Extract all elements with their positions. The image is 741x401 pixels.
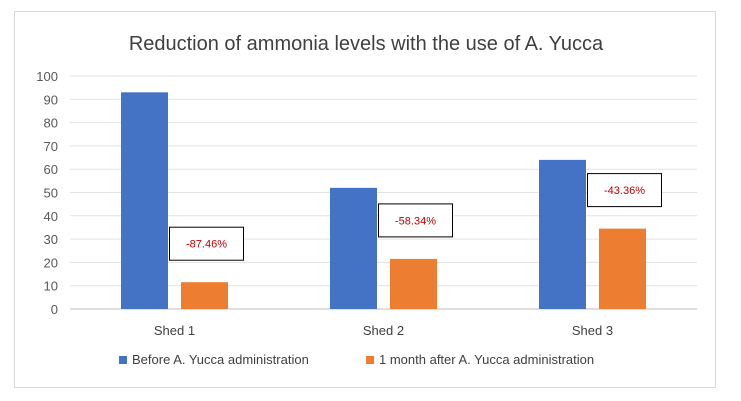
y-tick-label: 90 <box>44 92 58 107</box>
chart-svg: Reduction of ammonia levels with the use… <box>36 33 697 367</box>
category-label: Shed 3 <box>572 323 613 338</box>
bar-before <box>330 187 377 309</box>
callout-box <box>378 203 453 238</box>
legend-label-after: 1 month after A. Yucca administration <box>379 352 594 367</box>
bar-before <box>121 92 168 309</box>
callout-box <box>169 226 244 261</box>
bars <box>121 92 646 309</box>
y-tick-label: 0 <box>51 302 58 317</box>
x-axis-category-labels: Shed 1 Shed 2 Shed 3 <box>154 323 613 338</box>
legend-label-before: Before A. Yucca administration <box>132 352 309 367</box>
y-tick-label: 60 <box>44 162 58 177</box>
legend: Before A. Yucca administration 1 month af… <box>119 352 594 367</box>
bar-after <box>599 228 646 309</box>
reduction-percent-label: -58.34% <box>395 215 436 227</box>
y-tick-label: 20 <box>44 255 58 270</box>
legend-swatch-after <box>366 356 374 364</box>
bar-after <box>390 258 437 309</box>
y-tick-label: 40 <box>44 209 58 224</box>
bar-before <box>539 159 586 309</box>
category-label: Shed 1 <box>154 323 195 338</box>
category-label: Shed 2 <box>363 323 404 338</box>
reduction-percent-label: -43.36% <box>604 185 645 197</box>
y-tick-label: 100 <box>36 69 58 84</box>
bar-after <box>181 282 228 309</box>
reduction-percent-label: -87.46% <box>186 239 227 251</box>
chart-title: Reduction of ammonia levels with the use… <box>129 33 604 55</box>
y-tick-label: 50 <box>44 186 58 201</box>
y-tick-label: 10 <box>44 279 58 294</box>
legend-swatch-before <box>119 356 127 364</box>
y-tick-label: 70 <box>44 139 58 154</box>
y-axis-tick-labels: 0 10 20 30 40 50 60 70 80 90 100 <box>36 69 58 317</box>
y-tick-label: 30 <box>44 232 58 247</box>
y-tick-label: 80 <box>44 116 58 131</box>
callout-box <box>587 173 662 208</box>
reduction-callouts: -87.46% -58.34% -43.36% <box>169 173 662 261</box>
chart-frame: Reduction of ammonia levels with the use… <box>14 11 716 388</box>
